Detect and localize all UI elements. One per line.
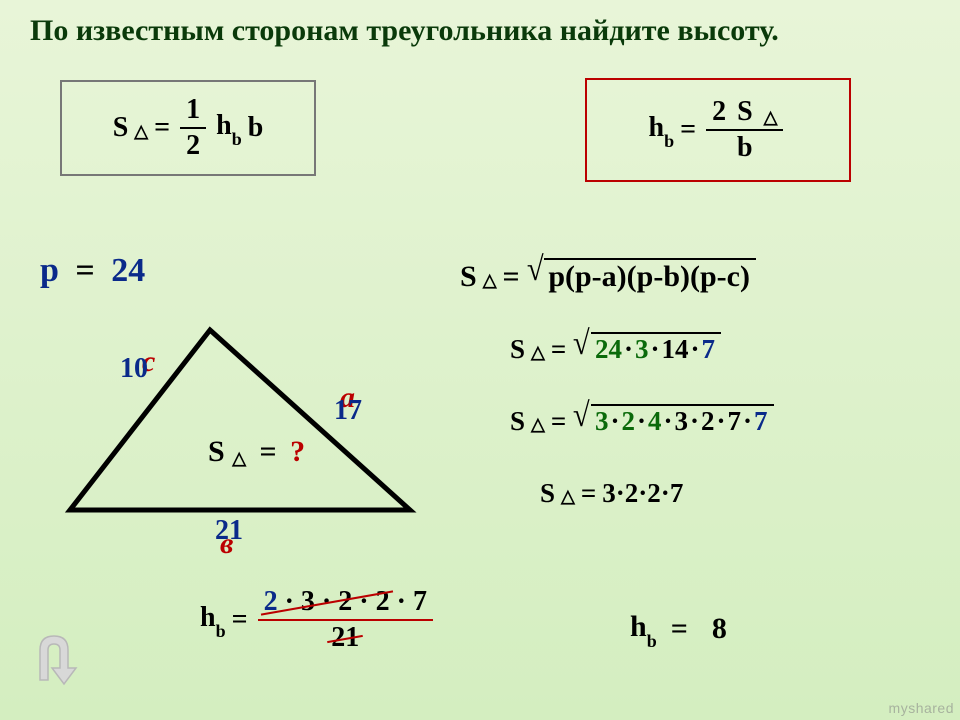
frac-hb: 2 · 3 · 2 · 2 · 7 21 (258, 588, 433, 652)
triangle-icon: △ (483, 270, 497, 291)
sym-eq: = (680, 114, 696, 146)
triangle-icon: △ (531, 414, 545, 435)
triangle-diagram: c 10 a 17 21 в S △ = ? (60, 325, 440, 555)
height-formula-box: hb = 2 S △ b (585, 78, 851, 182)
semiperimeter-value: p = 24 (40, 252, 145, 290)
side-a-value: 17 (334, 395, 362, 427)
sym-hb: hb (630, 610, 657, 648)
triangle-icon: △ (561, 486, 575, 507)
area-question: S △ = ? (208, 435, 305, 469)
triangle-shape (60, 325, 440, 525)
height-calc: hb = 2 · 3 · 2 · 2 · 7 21 (200, 588, 437, 652)
sym-S: S (113, 112, 129, 144)
sym-eq: = (154, 112, 170, 144)
sqrt: √ p(p-a)(p-b)(p-c) (526, 258, 756, 296)
u-turn-arrow-icon (20, 628, 84, 692)
calc-step-2: S △ = √ 3·2·4·3·2·7·7 (510, 404, 774, 439)
cancelled-denominator: 21 (331, 624, 359, 652)
frac-2s-b: 2 S △ b (706, 98, 783, 162)
area-formula: S △ = 1 2 hb b (113, 96, 264, 160)
cancelled-numerator: 2 · 3 · 2 · 2 (264, 588, 390, 616)
sqrt: √ 24·3·14·7 (572, 332, 721, 367)
radical-icon: √ (527, 258, 544, 282)
triangle-icon: △ (134, 121, 148, 142)
triangle-icon: △ (531, 342, 545, 363)
radical-icon: √ (573, 404, 590, 428)
watermark: myshared (889, 700, 954, 716)
frac-half: 1 2 (180, 96, 206, 160)
sym-b: b (248, 112, 264, 144)
sym-h: hb (216, 110, 242, 146)
back-button[interactable] (20, 628, 84, 692)
sqrt: √ 3·2·4·3·2·7·7 (572, 404, 773, 439)
sym-hb: hb (649, 112, 675, 148)
side-c-value: 10 (120, 353, 148, 385)
height-result: hb = 8 (630, 610, 727, 648)
height-formula: hb = 2 S △ b (649, 98, 788, 162)
radical-icon: √ (573, 332, 590, 356)
area-formula-box: S △ = 1 2 hb b (60, 80, 316, 176)
sym-hb: hb (200, 602, 226, 638)
page-title: По известным сторонам треугольника найди… (30, 14, 930, 48)
heron-formula: S △ = √ p(p-a)(p-b)(p-c) (460, 258, 756, 296)
calc-step-3: S △ = 3·2·2·7 (540, 478, 683, 509)
side-b-letter: в (220, 527, 233, 561)
triangle-icon: △ (764, 107, 778, 127)
calc-step-1: S △ = √ 24·3·14·7 (510, 332, 721, 367)
triangle-icon: △ (232, 448, 246, 468)
